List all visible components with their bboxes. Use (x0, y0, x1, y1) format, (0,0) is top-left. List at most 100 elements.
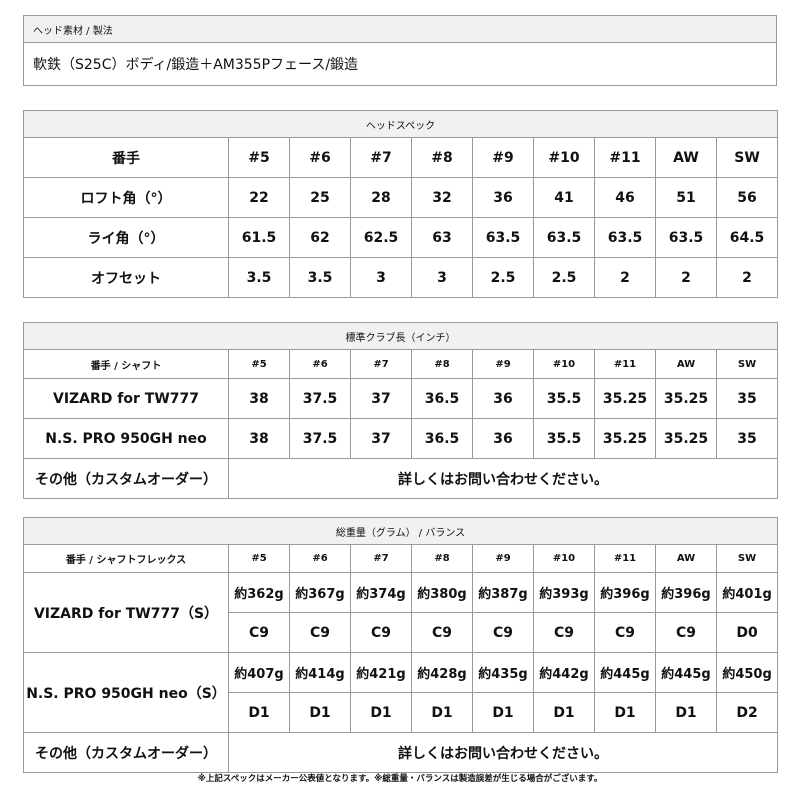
table-cell: 37 (350, 418, 412, 459)
table-cell: 63.5 (655, 217, 717, 258)
table-cell: 35.25 (594, 418, 656, 459)
column-header: 番手 / シャフト (23, 349, 229, 379)
material-value: 軟鉄（S25C）ボディ/鍛造＋AM355Pフェース/鍛造 (23, 42, 777, 86)
column-header: #5 (228, 137, 290, 178)
column-header: #7 (350, 544, 412, 573)
balance-cell: C9 (350, 612, 412, 653)
column-header: #8 (411, 544, 473, 573)
column-header: #6 (289, 137, 351, 178)
column-header: #10 (533, 137, 595, 178)
weight-balance-table: 総重量（グラム） / バランス 番手 / シャフトフレックス #5 #6 #7 #8 #9 #… (22, 517, 779, 773)
table-cell: 35 (715, 418, 779, 459)
balance-cell: D1 (655, 692, 717, 733)
weight-cell: 約393g (533, 572, 595, 613)
row-label: N.S. PRO 950GH neo（S） (23, 652, 229, 733)
balance-cell: D1 (472, 692, 534, 733)
weight-cell: 約367g (289, 572, 351, 613)
table-cell: 63.5 (472, 217, 534, 258)
balance-cell: C9 (533, 612, 595, 653)
table-row: ライ角（°） 61.5 62 62.5 63 63.5 63.5 63.5 63.5 64.5 (23, 217, 778, 258)
weight-cell: 約445g (594, 652, 656, 693)
column-header: SW (715, 544, 779, 573)
table-cell: 2 (655, 257, 717, 298)
weight-cell: 約362g (228, 572, 290, 613)
weight-cell: 約435g (472, 652, 534, 693)
table-row: N.S. PRO 950GH neo 38 37.5 37 36.5 36 35.5 35.2… (23, 418, 779, 459)
table-cell: 3.5 (228, 257, 290, 298)
title-row: 標準クラブ長（インチ） (22, 322, 779, 350)
balance-cell: C9 (472, 612, 534, 653)
column-header: SW (716, 137, 778, 178)
header-row: 番手 / シャフト #5 #6 #7 #8 #9 #10 #11 AW SW (23, 349, 779, 379)
column-header: #11 (594, 349, 656, 379)
table-cell: 35 (715, 378, 779, 419)
balance-cell: C9 (289, 612, 351, 653)
table-cell: 2 (594, 257, 656, 298)
column-header: #8 (411, 349, 473, 379)
head-spec-table: ヘッドスペック 番手 #5 #6 #7 #8 #9 #10 #11 AW SW ロフト角（°） 22 25… (23, 110, 778, 298)
table-cell: 38 (228, 378, 290, 419)
title-row: ヘッドスペック (23, 110, 778, 138)
balance-cell: C9 (228, 612, 290, 653)
column-header: #7 (350, 137, 412, 178)
table-cell: 62.5 (350, 217, 412, 258)
table-row: D1 D1 D1 D1 D1 D1 D1 D1 D2 (24, 692, 779, 733)
column-header: AW (655, 137, 717, 178)
weight-cell: 約450g (715, 652, 779, 693)
table-cell: 63 (411, 217, 473, 258)
table-cell: 28 (350, 177, 412, 218)
table-cell: 25 (289, 177, 351, 218)
row-label: N.S. PRO 950GH neo (23, 418, 229, 459)
balance-cell: D1 (228, 692, 290, 733)
header-row: 番手 / シャフトフレックス #5 #6 #7 #8 #9 #10 #11 AW SW (23, 544, 779, 573)
table-cell: 35.25 (655, 378, 717, 419)
column-header: #10 (533, 544, 595, 573)
column-header: #8 (411, 137, 473, 178)
table-cell: 35.5 (533, 418, 595, 459)
weight-cell: 約387g (472, 572, 534, 613)
row-label: ライ角（°） (23, 217, 229, 258)
header-row: 番手 #5 #6 #7 #8 #9 #10 #11 AW SW (23, 137, 778, 178)
table-cell: 22 (228, 177, 290, 218)
table-cell: 3 (350, 257, 412, 298)
weight-cell: 約414g (289, 652, 351, 693)
table-row: VIZARD for TW777（S） 約362g 約367g 約374g 約380g 約… (23, 572, 779, 653)
row-label: その他（カスタムオーダー） (23, 458, 229, 499)
weight-cell: 約396g (594, 572, 656, 613)
table-cell: 36 (472, 378, 534, 419)
table-row: N.S. PRO 950GH neo（S） 約407g 約414g 約421g 約428… (23, 652, 779, 733)
table-title: 総重量（グラム） / バランス (22, 517, 779, 545)
table-cell: 35.25 (655, 418, 717, 459)
column-header: #6 (289, 544, 351, 573)
column-header: SW (715, 349, 779, 379)
balance-cell: D1 (411, 692, 473, 733)
table-cell: 62 (289, 217, 351, 258)
table-cell: 36.5 (411, 378, 473, 419)
table-cell: 63.5 (533, 217, 595, 258)
club-length-table: 標準クラブ長（インチ） 番手 / シャフト #5 #6 #7 #8 #9 #10 #11 AW SW… (22, 322, 779, 499)
table-cell: 36.5 (411, 418, 473, 459)
balance-cell: D1 (594, 692, 656, 733)
column-header: #5 (228, 544, 290, 573)
contact-note: 詳しくはお問い合わせください。 (227, 732, 779, 773)
table-row: C9 C9 C9 C9 C9 C9 C9 C9 D0 (24, 612, 779, 653)
column-header: #6 (289, 349, 351, 379)
column-header: #10 (533, 349, 595, 379)
column-header: 番手 (23, 137, 229, 178)
table-cell: 64.5 (716, 217, 778, 258)
table-cell: 37.5 (289, 418, 351, 459)
balance-cell: C9 (655, 612, 717, 653)
weight-cell: 約421g (350, 652, 412, 693)
other-row: その他（カスタムオーダー） 詳しくはお問い合わせください。 (23, 732, 779, 773)
balance-cell: D1 (533, 692, 595, 733)
column-header: AW (655, 349, 717, 379)
title-row: 総重量（グラム） / バランス (22, 517, 779, 545)
table-cell: 2 (716, 257, 778, 298)
weight-cell: 約396g (655, 572, 717, 613)
balance-cell: D2 (715, 692, 779, 733)
table-title: 標準クラブ長（インチ） (22, 322, 779, 350)
balance-cell: D0 (715, 612, 779, 653)
table-cell: 63.5 (594, 217, 656, 258)
footer-note: ※上記スペックはメーカー公表値となります。※総重量・バランスは製造誤差が生じる場… (197, 774, 603, 784)
row-label: ロフト角（°） (23, 177, 229, 218)
